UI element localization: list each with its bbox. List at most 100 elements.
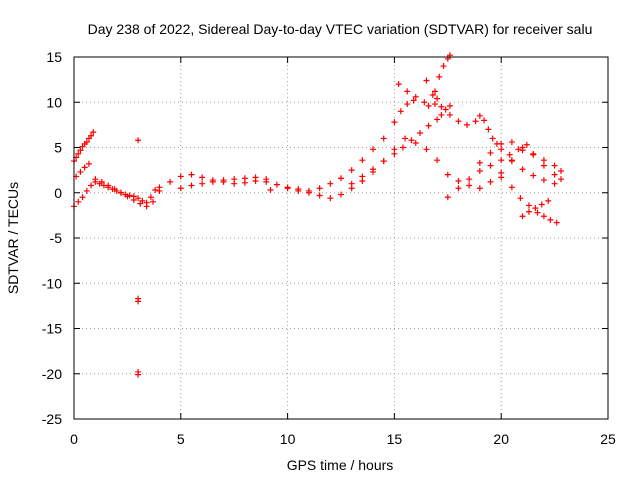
data-point bbox=[476, 185, 483, 192]
y-tick-label: -25 bbox=[42, 411, 62, 427]
data-point bbox=[98, 178, 105, 185]
data-point bbox=[417, 130, 424, 137]
data-point bbox=[88, 182, 95, 189]
data-point bbox=[446, 102, 453, 109]
data-point bbox=[231, 176, 238, 183]
chart-title: Day 238 of 2022, Sidereal Day-to-day VTE… bbox=[88, 21, 593, 37]
data-point bbox=[305, 187, 312, 194]
data-point bbox=[508, 184, 515, 191]
data-point bbox=[284, 184, 291, 191]
data-point bbox=[85, 160, 92, 167]
data-point bbox=[152, 187, 159, 194]
data-point bbox=[438, 111, 445, 118]
data-point bbox=[551, 180, 558, 187]
data-point bbox=[440, 63, 447, 70]
data-point bbox=[338, 175, 344, 182]
data-point bbox=[476, 159, 483, 166]
data-point bbox=[167, 178, 174, 185]
data-point bbox=[519, 166, 526, 173]
data-point bbox=[130, 196, 137, 203]
data-point bbox=[75, 198, 82, 205]
data-point bbox=[391, 119, 398, 126]
data-point bbox=[135, 298, 142, 305]
x-axis-label: GPS time / hours bbox=[287, 457, 394, 473]
data-point bbox=[436, 73, 443, 80]
data-point bbox=[425, 102, 432, 109]
data-point bbox=[83, 139, 90, 146]
data-point bbox=[421, 99, 428, 106]
data-point bbox=[177, 185, 184, 192]
data-point bbox=[348, 167, 355, 174]
data-point bbox=[209, 178, 216, 185]
data-point bbox=[359, 157, 366, 164]
data-point bbox=[517, 195, 524, 202]
axis-ticks: 0 5 10 15 20 25 -25 -20 -15 -10 -5 0 5 10 15 bbox=[42, 49, 616, 447]
data-point bbox=[252, 174, 259, 181]
data-point bbox=[481, 117, 488, 124]
data-point bbox=[476, 168, 483, 175]
y-axis-label: SDTVAR / TECUs bbox=[5, 182, 21, 294]
data-point bbox=[547, 216, 554, 223]
data-point bbox=[553, 219, 560, 226]
y-tick-label: 5 bbox=[54, 140, 62, 156]
data-point bbox=[143, 203, 150, 210]
data-point bbox=[423, 77, 430, 84]
data-point bbox=[446, 111, 453, 118]
data-point bbox=[532, 205, 539, 212]
data-point bbox=[410, 97, 417, 104]
data-point bbox=[498, 140, 505, 147]
data-point bbox=[135, 137, 142, 144]
data-point bbox=[402, 135, 409, 142]
data-point bbox=[540, 213, 547, 220]
data-point bbox=[485, 126, 492, 133]
data-point bbox=[77, 168, 84, 175]
data-point bbox=[434, 157, 441, 164]
data-point bbox=[423, 146, 430, 153]
y-tick-label: -10 bbox=[42, 275, 62, 291]
data-point bbox=[135, 195, 142, 202]
data-point bbox=[431, 88, 438, 95]
data-point bbox=[508, 157, 515, 164]
data-point bbox=[525, 208, 532, 215]
data-point bbox=[551, 171, 558, 178]
data-point bbox=[88, 132, 95, 139]
data-point bbox=[408, 137, 415, 144]
y-tick-label: -5 bbox=[50, 230, 63, 246]
data-point bbox=[444, 194, 451, 201]
data-point bbox=[316, 192, 323, 199]
data-point bbox=[540, 162, 547, 169]
data-point bbox=[476, 112, 483, 119]
data-point bbox=[380, 158, 387, 165]
data-point bbox=[370, 146, 377, 153]
x-tick-label: 15 bbox=[387, 431, 403, 447]
data-point bbox=[111, 186, 118, 193]
data-point bbox=[156, 187, 163, 194]
data-point bbox=[188, 182, 195, 189]
data-point bbox=[498, 146, 505, 153]
data-point bbox=[90, 129, 97, 136]
data-point bbox=[150, 198, 157, 205]
data-point bbox=[425, 122, 432, 129]
data-point bbox=[455, 118, 462, 125]
data-point bbox=[429, 92, 436, 99]
data-points bbox=[71, 52, 565, 378]
data-point bbox=[442, 106, 449, 113]
data-point bbox=[404, 101, 411, 108]
data-point bbox=[412, 93, 419, 100]
data-point bbox=[545, 197, 552, 204]
data-point bbox=[75, 150, 82, 157]
data-point bbox=[519, 144, 526, 151]
data-point bbox=[267, 187, 274, 194]
data-point bbox=[359, 173, 366, 180]
data-point bbox=[525, 202, 532, 209]
data-point bbox=[391, 150, 398, 157]
data-point bbox=[455, 177, 462, 184]
data-point bbox=[399, 144, 406, 151]
y-tick-label: 0 bbox=[54, 185, 62, 201]
data-point bbox=[295, 186, 302, 193]
data-point bbox=[498, 157, 505, 164]
data-point bbox=[444, 171, 451, 178]
data-point bbox=[498, 174, 505, 181]
data-point bbox=[273, 181, 280, 188]
